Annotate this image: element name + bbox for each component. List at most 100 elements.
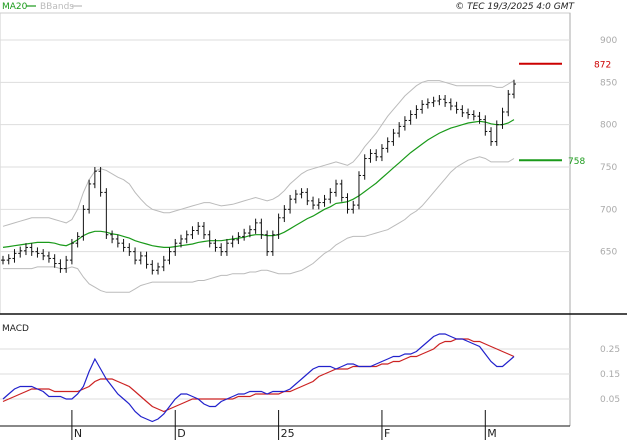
price-bar — [276, 213, 281, 239]
price-bar — [138, 251, 143, 265]
macd-series-group — [2, 333, 515, 423]
price-bar — [41, 249, 46, 261]
price-bar — [339, 179, 344, 202]
price-bar — [6, 254, 11, 265]
price-bar — [265, 230, 270, 256]
price-bar — [494, 120, 499, 146]
price-bar — [512, 79, 516, 99]
x-tick-label: D — [177, 427, 185, 440]
price-bar — [466, 108, 471, 119]
x-tick-label: F — [384, 427, 390, 440]
price-bar — [270, 230, 275, 256]
x-tick-label: M — [487, 427, 497, 440]
price-bar — [12, 249, 17, 263]
price-bar — [506, 89, 511, 117]
price-bar — [500, 107, 505, 129]
macd-signal-line — [2, 338, 515, 413]
price-bar — [35, 247, 40, 258]
price-y-tick-label: 750 — [600, 163, 617, 173]
price-bar — [98, 167, 103, 197]
price-bar — [362, 154, 367, 180]
price-bar — [483, 115, 488, 136]
target-lines: 872 758 — [519, 61, 611, 167]
price-bar — [489, 127, 494, 146]
price-bar — [64, 255, 69, 273]
price-bar — [230, 235, 235, 248]
price-bar — [288, 194, 293, 214]
price-y-tick-label: 900 — [600, 36, 617, 46]
macd-line — [2, 333, 515, 423]
price-bar — [322, 194, 327, 207]
price-bar — [1, 255, 5, 265]
price-bar — [420, 100, 425, 114]
price-bar — [190, 226, 195, 239]
price-bar — [448, 98, 453, 111]
price-bar — [144, 251, 149, 269]
price-gridlines — [0, 39, 570, 253]
price-bar — [178, 234, 183, 248]
price-bar — [379, 144, 384, 162]
price-bar — [184, 230, 189, 244]
price-bar — [328, 188, 333, 204]
price-bar — [397, 122, 402, 138]
price-bar — [368, 149, 373, 163]
price-bar — [253, 218, 258, 234]
price-bar — [460, 105, 465, 118]
macd-panel-title: MACD — [2, 324, 29, 334]
price-bar — [150, 260, 155, 275]
price-bar — [201, 222, 206, 239]
price-bar — [316, 198, 321, 210]
price-bar — [127, 243, 132, 256]
price-bar — [454, 101, 459, 114]
price-bar — [425, 98, 430, 109]
y-tick-labels: 650 700 750 800 850 900 0.05 0.15 0.25 — [600, 36, 620, 405]
target-label: 758 — [568, 157, 585, 167]
price-bar — [414, 105, 419, 119]
price-bar — [18, 246, 23, 258]
macd-gridlines — [0, 348, 570, 400]
price-bar — [173, 238, 178, 256]
price-y-tick-label: 700 — [600, 205, 617, 215]
x-tick-label: 25 — [281, 427, 295, 440]
price-bar — [356, 171, 361, 210]
price-y-tick-label: 650 — [600, 248, 617, 258]
legend-bbands: BBands — [40, 2, 74, 12]
price-bar — [104, 188, 109, 239]
price-bar — [196, 222, 201, 235]
price-bar — [121, 238, 126, 252]
price-bar — [167, 247, 172, 265]
price-bar — [391, 128, 396, 146]
price-bar — [133, 247, 138, 265]
price-bar — [213, 238, 218, 252]
price-bar — [219, 243, 224, 256]
price-bar — [374, 149, 379, 162]
price-bar — [299, 188, 304, 199]
price-bar — [334, 179, 339, 197]
macd-y-tick-label: 0.15 — [600, 370, 620, 380]
price-bar — [247, 225, 252, 238]
price-bar — [92, 167, 97, 189]
price-bar — [305, 188, 310, 206]
copyright-timestamp: © TEC 19/3/2025 4:0 GMT — [455, 2, 575, 12]
price-bar — [87, 179, 92, 214]
price-bar — [242, 228, 247, 241]
price-bar — [58, 259, 63, 273]
x-tick-labels: N D 25 F M — [71, 410, 497, 440]
price-bar — [259, 218, 264, 239]
price-bar — [207, 230, 212, 248]
price-y-tick-label: 800 — [600, 121, 617, 131]
price-bar — [52, 254, 57, 268]
price-bar — [437, 95, 442, 106]
price-bar — [311, 196, 316, 210]
price-bar — [402, 116, 407, 131]
price-bar — [282, 205, 287, 223]
price-bar — [81, 205, 86, 241]
price-bar — [69, 238, 74, 265]
price-bar — [431, 96, 436, 107]
legend-ma20: MA20 — [2, 2, 28, 12]
price-bar — [46, 251, 51, 263]
price-bar — [385, 137, 390, 153]
price-y-tick-label: 850 — [600, 78, 617, 88]
ma20-line — [2, 119, 515, 248]
